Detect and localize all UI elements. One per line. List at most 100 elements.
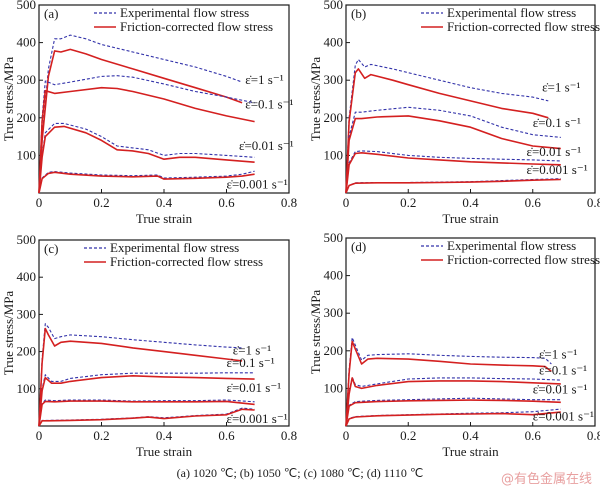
experimental-curve-0.001 [38,170,255,194]
legend-corrected-label: Friction-corrected flow stress [110,254,263,269]
x-tick-label: 0.6 [218,195,235,210]
strain-rate-label: ε̇=0.01 s⁻¹ [239,138,294,153]
corrected-curve-1 [345,340,552,427]
y-tick-label: 100 [17,381,37,396]
experimental-curve-0.001 [345,408,561,427]
panel-label: (c) [44,241,58,256]
y-tick-label: 500 [17,0,37,12]
corrected-curve-1 [38,48,243,194]
y-tick-label: 400 [17,269,37,284]
y-axis-title: True stress/MPa [1,57,16,142]
corrected-curve-0.001 [345,178,561,194]
x-tick-label: 0.6 [525,195,542,210]
chart-panel-d: 0 0.2 0.4 0.6 0.8 100 200 300 400 500 True strain T… [308,230,600,459]
experimental-curve-0.1 [345,106,561,194]
experimental-curve-0.1 [38,75,255,194]
y-tick-label: 500 [324,0,344,12]
strain-rate-label: ε̇=0.001 s⁻¹ [527,162,588,177]
x-axis-title: True strain [136,444,193,459]
strain-rate-label: ε̇=0.1 s⁻¹ [227,355,275,370]
chart-panel-b: 0 0.2 0.4 0.6 0.8 100 200 300 400 500 True strain T… [308,0,600,226]
watermark: @有色金属在线 [500,472,592,487]
x-tick-label: 0.4 [462,195,479,210]
corrected-curve-0.01 [38,125,255,194]
experimental-curve-0.01 [38,399,255,427]
experimental-curve-1 [345,58,549,194]
legend-corrected-label: Friction-corrected flow stress [447,19,600,34]
y-tick-label: 400 [324,268,344,283]
x-tick-label: 0.2 [93,428,109,443]
x-tick-label: 0.8 [281,428,297,443]
strain-rate-label: ε̇=0.001 s⁻¹ [227,411,288,426]
x-tick-label: 0.2 [93,195,109,210]
y-tick-label: 500 [324,230,344,245]
x-tick-label: 0 [343,195,350,210]
y-axis-title: True stress/MPa [1,291,16,376]
y-tick-label: 100 [17,147,37,162]
y-tick-label: 500 [17,232,37,247]
x-tick-label: 0.2 [400,195,416,210]
x-tick-label: 0 [36,195,43,210]
corrected-curve-0.01 [345,152,561,194]
experimental-curve-1 [345,337,552,427]
corrected-curve-1 [345,68,549,194]
strain-rate-label: ε̇=0.1 s⁻¹ [539,362,587,377]
corrected-curve-0.1 [345,115,561,194]
y-tick-label: 300 [17,72,37,87]
x-tick-label: 0.6 [218,428,235,443]
x-tick-label: 0.2 [400,428,416,443]
panel-label: (d) [351,239,366,254]
strain-rate-label: ε̇=1 s⁻¹ [245,72,283,87]
experimental-curve-1 [38,323,243,427]
x-tick-label: 0.4 [156,428,173,443]
strain-rate-label: ε̇=0.01 s⁻¹ [227,380,282,395]
strain-rate-label: ε̇=1 s⁻¹ [542,79,580,94]
y-tick-label: 100 [324,147,344,162]
corrected-curve-0.001 [345,411,561,427]
x-tick-label: 0 [36,428,43,443]
corrected-curve-0.1 [345,377,561,427]
chart-panel-a: 0 0.2 0.4 0.6 0.8 100 200 300 400 500 True strain T… [1,0,297,226]
experimental-curve-0.1 [38,372,255,427]
x-tick-label: 0.4 [156,195,173,210]
panel-label: (a) [44,6,58,21]
strain-rate-label: ε̇=0.01 s⁻¹ [527,144,582,159]
y-tick-label: 300 [324,305,344,320]
corrected-curve-0.1 [38,374,255,427]
legend-experimental-label: Experimental flow stress [110,240,239,255]
x-axis-title: True strain [442,211,499,226]
x-tick-label: 0.8 [587,195,600,210]
y-tick-label: 300 [17,306,37,321]
strain-rate-label: ε̇=1 s⁻¹ [539,346,577,361]
y-tick-label: 400 [17,35,37,50]
strain-rate-label: ε̇=0.001 s⁻¹ [227,176,288,191]
x-tick-label: 0 [343,428,350,443]
x-axis-title: True strain [442,444,499,459]
strain-rate-label: ε̇=0.001 s⁻¹ [533,409,594,424]
strain-rate-label: ε̇=0.1 s⁻¹ [533,115,581,130]
y-tick-label: 300 [324,72,344,87]
strain-rate-label: ε̇=0.01 s⁻¹ [533,382,588,397]
y-axis-title: True stress/MPa [308,57,323,142]
legend-experimental-label: Experimental flow stress [447,5,576,20]
x-axis-title: True strain [136,211,193,226]
figure-caption: (a) 1020 ℃; (b) 1050 ℃; (c) 1080 ℃; (d) … [176,466,424,480]
panel-label: (b) [351,6,366,21]
y-axis-title: True stress/MPa [308,290,323,375]
corrected-curve-0.01 [38,400,255,427]
x-tick-label: 0.8 [281,195,297,210]
corrected-curve-0.001 [38,171,255,194]
y-tick-label: 400 [324,35,344,50]
corrected-curve-0.001 [38,408,255,427]
corrected-curve-0.01 [345,399,561,427]
corrected-curve-1 [38,327,243,427]
y-tick-label: 200 [324,343,344,358]
strain-rate-label: ε̇=1 s⁻¹ [233,343,271,358]
legend-experimental-label: Experimental flow stress [447,238,576,253]
y-tick-label: 100 [324,380,344,395]
x-tick-label: 0.8 [587,428,600,443]
experimental-curve-1 [38,34,243,194]
legend-corrected-label: Friction-corrected flow stress [120,19,273,34]
strain-rate-label: ε̇=0.1 s⁻¹ [245,96,293,111]
